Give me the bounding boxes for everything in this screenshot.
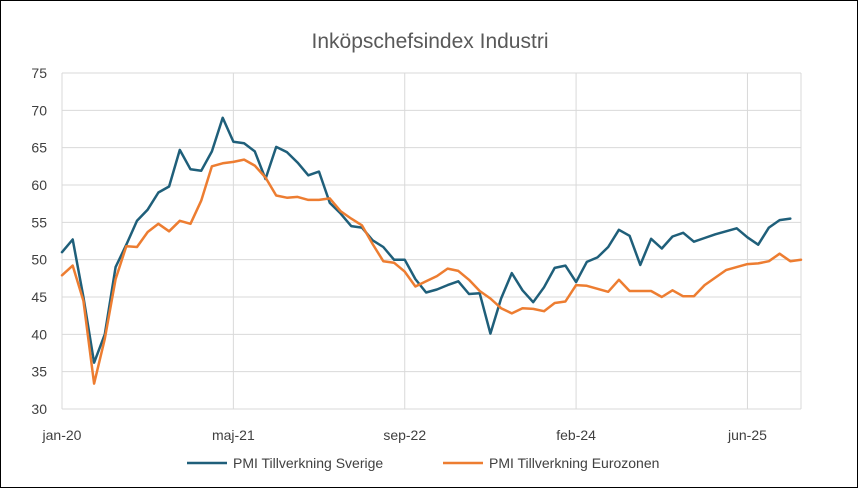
x-tick-label-maj-21: maj-21	[212, 427, 255, 443]
y-tick-label-50: 50	[31, 252, 47, 268]
y-tick-label-55: 55	[31, 214, 47, 230]
y-tick-label-70: 70	[31, 102, 47, 118]
y-tick-label-65: 65	[31, 140, 47, 156]
series-lines	[60, 116, 803, 385]
y-tick-label-35: 35	[31, 364, 47, 380]
gridlines	[61, 72, 802, 410]
y-tick-label-60: 60	[31, 177, 47, 193]
legend: PMI Tillverkning Sverige PMI Tillverkning…	[187, 455, 659, 471]
chart-title: Inköpschefsindex Industri	[312, 30, 549, 53]
y-tick-label-75: 75	[31, 65, 47, 81]
legend-label-0: PMI Tillverkning Sverige	[233, 455, 383, 471]
series-line-0	[60, 116, 792, 364]
series-line-1	[60, 158, 803, 385]
x-tick-label-jun-25: jun-25	[727, 427, 767, 443]
x-tick-label-sep-22: sep-22	[383, 427, 426, 443]
y-tick-label-40: 40	[31, 326, 47, 342]
y-tick-label-30: 30	[31, 401, 47, 417]
y-tick-label-45: 45	[31, 289, 47, 305]
legend-label-1: PMI Tillverkning Eurozonen	[489, 455, 659, 471]
x-tick-label-jan-20: jan-20	[42, 427, 82, 443]
x-tick-label-feb-24: feb-24	[556, 427, 596, 443]
y-axis-ticks: 30 35 40 45 50 55 60 65 70 75	[31, 65, 47, 417]
x-axis-ticks: jan-20 maj-21 sep-22 feb-24 jun-25	[42, 427, 768, 443]
